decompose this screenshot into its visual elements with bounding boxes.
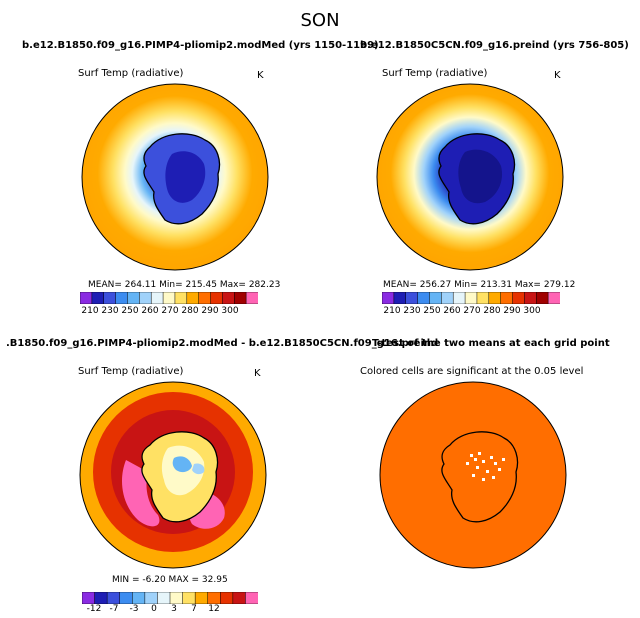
colorbar-cell	[464, 292, 478, 304]
panel-2-polar-map	[376, 83, 564, 271]
panel-2-title: b.e12.B1850C5CN.f09_g16.preind (yrs 756-…	[360, 40, 629, 51]
colorbar-cell	[157, 592, 171, 604]
colorbar-cell	[210, 292, 224, 304]
colorbar-cell	[139, 292, 152, 304]
colorbar-cell	[162, 292, 176, 304]
panel-1-colorbar-labels: 210 230 250 260 270 280 290 300	[81, 306, 239, 316]
colorbar-cell	[476, 292, 490, 304]
panel-4-caption: Colored cells are significant at the 0.0…	[360, 366, 584, 377]
colorbar-cell	[417, 292, 431, 304]
colorbar-cell	[182, 592, 196, 604]
colorbar-cell	[547, 292, 560, 304]
colorbar-cell	[536, 292, 549, 304]
panel-3-colorbar-labels: -12 -7 -3 0 3 7 12	[86, 604, 220, 614]
colorbar-cell	[245, 292, 258, 304]
colorbar-cell	[524, 292, 538, 304]
panel-2-variable: Surf Temp (radiative)	[382, 68, 488, 79]
colorbar-cell	[393, 292, 407, 304]
colorbar-cell	[405, 292, 419, 304]
panel-3-title: .B1850.f09_g16.PIMP4-pliomip2.modMed - b…	[6, 338, 439, 349]
colorbar-cell	[80, 292, 93, 304]
colorbar-cell	[106, 592, 121, 604]
colorbar-cell	[82, 592, 96, 604]
panel-2-units: K	[554, 70, 561, 81]
panel-2-colorbar-labels: 210 230 250 260 270 280 290 300	[383, 306, 541, 316]
panel-4-insignificant-cells	[466, 452, 505, 481]
panel-3-units: K	[254, 368, 261, 379]
colorbar-cell	[198, 292, 212, 304]
colorbar-cell	[382, 292, 395, 304]
colorbar-cell	[115, 292, 129, 304]
panel-3-polar-map	[79, 381, 267, 569]
colorbar-cell	[169, 592, 184, 604]
panel-3-colorbar	[82, 592, 258, 604]
colorbar-cell	[150, 292, 164, 304]
panel-4-title: T-test of the two means at each grid poi…	[372, 338, 610, 349]
panel-3-stats: MIN = -6.20 MAX = 32.95	[112, 575, 228, 585]
colorbar-cell	[500, 292, 514, 304]
colorbar-cell	[488, 292, 502, 304]
panel-1-polar-map	[81, 83, 269, 271]
colorbar-cell	[220, 592, 234, 604]
colorbar-cell	[429, 292, 443, 304]
colorbar-cell	[222, 292, 236, 304]
panel-1-title: b.e12.B1850.f09_g16.PIMP4-pliomip2.modMe…	[22, 40, 379, 51]
panel-1-colorbar	[80, 292, 258, 304]
colorbar-cell	[512, 292, 526, 304]
panel-1-stats: MEAN= 264.11 Min= 215.45 Max= 282.23	[88, 280, 281, 290]
panel-3-pink-warming-west	[122, 460, 160, 527]
panel-2-colorbar	[382, 292, 560, 304]
panel-1-interior-cold-region	[165, 151, 206, 203]
panel-3-cooling-patch-2	[192, 463, 205, 475]
colorbar-cell	[441, 292, 454, 304]
panel-1-variable: Surf Temp (radiative)	[78, 68, 184, 79]
panel-2-stats: MEAN= 256.27 Min= 213.31 Max= 279.12	[383, 280, 576, 290]
panel-4-antarctica-coastline	[441, 431, 519, 523]
colorbar-cell	[234, 292, 247, 304]
colorbar-cell	[174, 292, 188, 304]
colorbar-cell	[207, 592, 222, 604]
colorbar-cell	[194, 592, 209, 604]
panel-4-polar-map	[379, 381, 567, 569]
colorbar-cell	[144, 592, 159, 604]
colorbar-cell	[91, 292, 105, 304]
colorbar-cell	[245, 592, 258, 604]
colorbar-cell	[452, 292, 466, 304]
colorbar-cell	[232, 592, 247, 604]
colorbar-cell	[94, 592, 108, 604]
colorbar-cell	[127, 292, 141, 304]
colorbar-cell	[132, 592, 146, 604]
panel-1-units: K	[257, 70, 264, 81]
colorbar-cell	[186, 292, 200, 304]
colorbar-cell	[103, 292, 117, 304]
panel-3-cooling-patch	[172, 456, 192, 473]
colorbar-cell	[119, 592, 134, 604]
figure-title: SON	[300, 10, 340, 31]
panel-3-variable: Surf Temp (radiative)	[78, 366, 184, 377]
panel-2-interior-cold-region	[458, 149, 503, 204]
